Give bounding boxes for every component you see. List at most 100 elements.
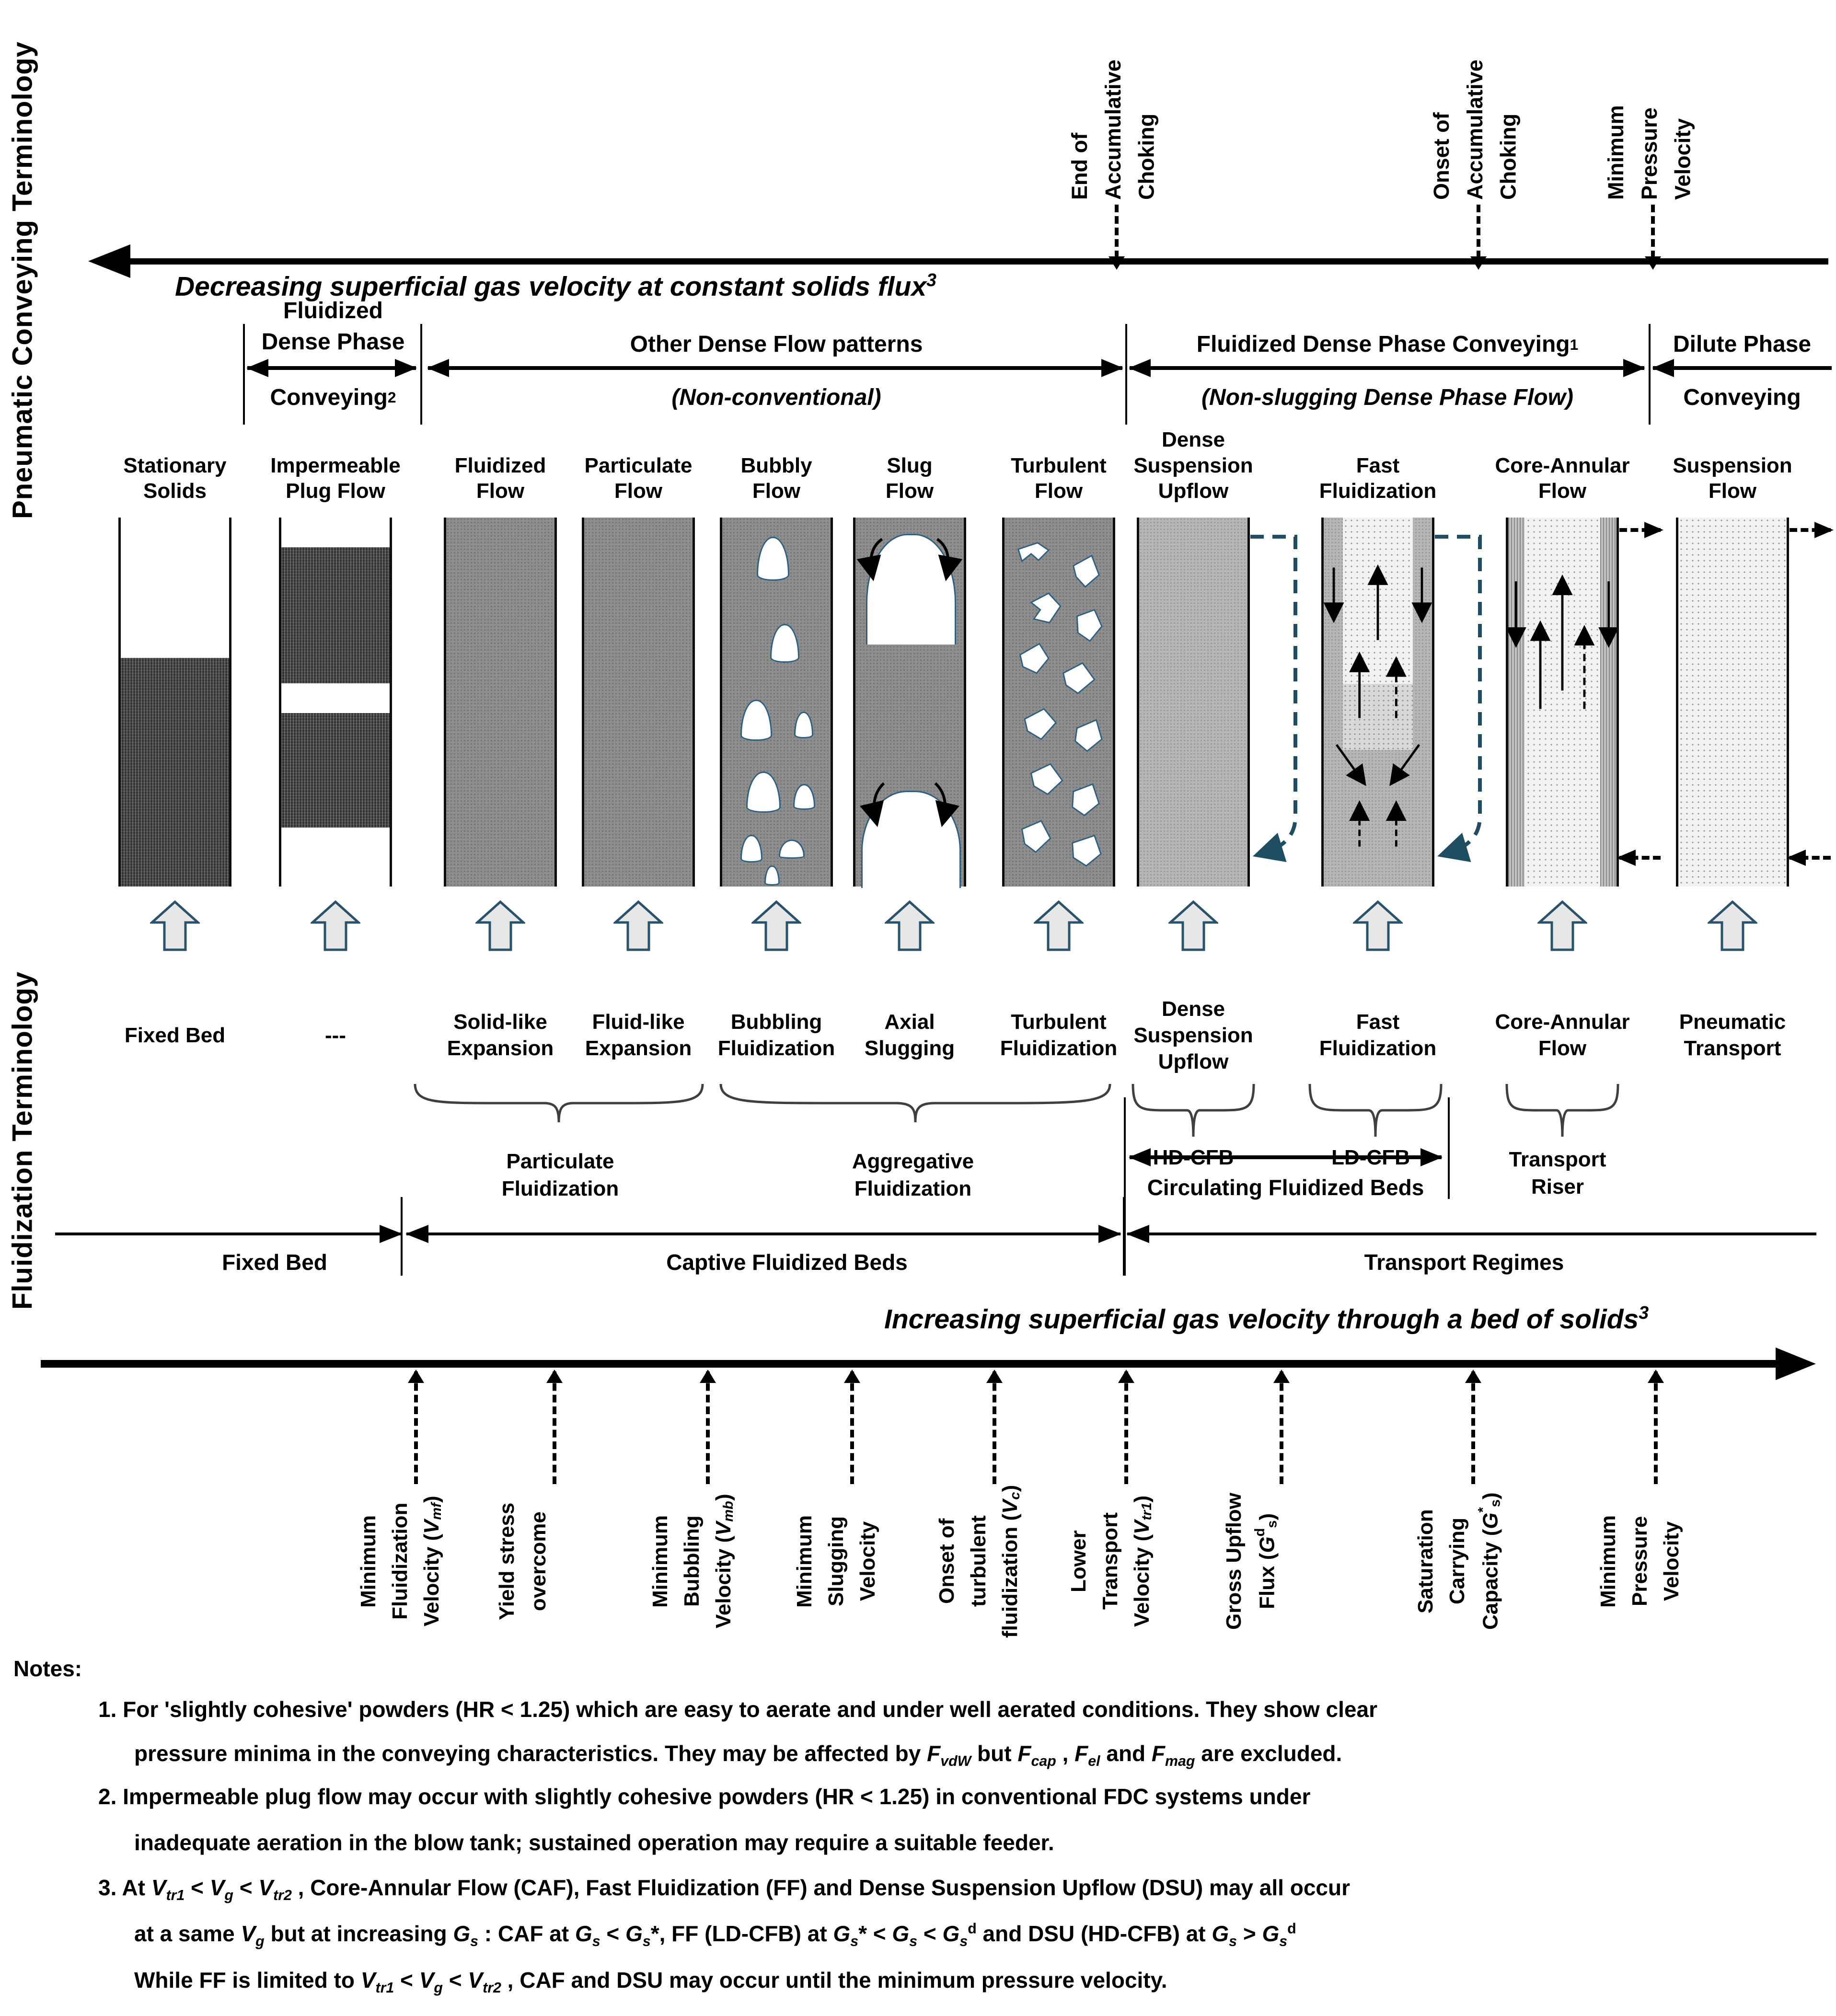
fluidization-label: Axial Slugging <box>864 1010 955 1060</box>
dashed-arrow-up-icon <box>1273 1370 1290 1484</box>
vessel-stationary-solids <box>118 518 231 887</box>
caf-annulus-left <box>1508 518 1524 887</box>
fast-fluidization-arrows-icon <box>1324 564 1432 847</box>
regime-segment-fixed-bed <box>55 1225 403 1243</box>
fast-core-denser <box>1343 683 1413 750</box>
gas-slug-icon <box>866 534 956 645</box>
vessel-fast-fluidization <box>1321 518 1482 887</box>
dashed-arrow-up-icon <box>844 1370 860 1484</box>
column-label: Stationary Solids <box>123 453 227 503</box>
gas-up-arrow-icon <box>1034 900 1084 951</box>
marker-label: Minimum Bubbling Velocity (Vmb) <box>648 1494 736 1629</box>
marker-label: Minimum Slugging Velocity <box>793 1515 879 1608</box>
brace-aggregative <box>719 1082 1112 1124</box>
recirculation-loop-icon <box>1435 535 1482 863</box>
marker-label: Gross Upflow Flux (Gds) <box>1222 1492 1280 1630</box>
column-fluidized-flow: Fluidized Flow Solid-like Expansion <box>444 422 557 1102</box>
marker-label: Minimum Pressure Velocity <box>1596 1515 1683 1608</box>
outflow-dashed-arrow-icon <box>1619 522 1663 538</box>
gas-up-arrow-icon <box>1168 900 1218 951</box>
decreasing-velocity-caption: Decreasing superficial gas velocity at c… <box>175 270 936 302</box>
fluidization-label: Core-Annular Flow <box>1495 1010 1630 1060</box>
group-divider <box>420 324 422 425</box>
cfb-range-arrow <box>1129 1148 1443 1166</box>
group-title-fdc1: Fluidized Dense Phase Conveying 1 <box>1196 331 1579 357</box>
group-divider <box>243 324 245 425</box>
gas-up-arrow-icon <box>1708 900 1757 951</box>
note-3-line-3: While FF is limited to Vtr1 < Vg < Vtr2 … <box>134 1968 1167 1996</box>
grouping-aggregative-fluidization: Aggregative Fluidization <box>852 1149 974 1200</box>
outflow-dashed-arrow-icon <box>1790 522 1834 538</box>
gas-up-arrow-icon <box>475 900 525 951</box>
vessel-bubbly-flow <box>720 518 833 887</box>
marker-label: Onset of turbulent fluidization (Vc) <box>935 1485 1023 1638</box>
column-stationary-solids: Stationary Solids Fixed Bed <box>118 422 231 1102</box>
regime-segment-transport <box>1126 1225 1816 1243</box>
fluidization-label: --- <box>325 1023 346 1047</box>
column-label: Fluidized Flow <box>454 453 546 503</box>
cfb-right-line <box>1448 1097 1450 1199</box>
note-2-line-1: 2. Impermeable plug flow may occur with … <box>98 1784 1311 1809</box>
group-arrow-other-dense <box>427 359 1123 377</box>
dashed-arrow-down-icon <box>1109 205 1125 270</box>
dashed-arrow-up-icon <box>546 1370 563 1484</box>
vessel-particulate-flow <box>582 518 695 887</box>
core-annular-arrows-icon <box>1508 574 1617 709</box>
dense-bed-fill <box>121 657 229 887</box>
marker-label: End of Accumulative Choking <box>1067 59 1159 200</box>
regime-segment-captive <box>405 1225 1121 1243</box>
dashed-arrow-down-icon <box>1645 205 1661 270</box>
group-subtitle-fdc2: Conveying 2 <box>270 384 396 410</box>
gas-up-arrow-icon <box>1537 900 1587 951</box>
notes-heading: Notes: <box>13 1656 82 1681</box>
group-divider <box>1649 324 1651 425</box>
marker-label: Onset of Accumulative Choking <box>1429 59 1521 200</box>
recirculation-loop-icon <box>1250 535 1297 863</box>
gas-up-arrow-icon <box>311 900 360 951</box>
gas-up-arrow-icon <box>1353 900 1403 951</box>
brace-ld-cfb <box>1308 1082 1443 1139</box>
slug-flow-arrows-icon <box>856 538 963 827</box>
column-label: Core-Annular Flow <box>1495 453 1630 503</box>
inflow-dashed-arrow-icon <box>1787 850 1831 866</box>
column-label: Slug Flow <box>885 453 934 503</box>
vessel-fluidized-flow <box>444 518 557 887</box>
plug-fill <box>281 713 390 828</box>
regime-label-captive: Captive Fluidized Beds <box>666 1250 908 1275</box>
axis-title-pneumatic-conveying: Pneumatic Conveying Terminology <box>7 41 38 519</box>
brace-particulate <box>413 1082 704 1124</box>
group-arrow-fdc1 <box>1129 359 1645 377</box>
fluidization-label: Fast Fluidization <box>1319 1010 1437 1060</box>
note-3-line-2: at a same Vg but at increasing Gs : CAF … <box>134 1921 1296 1950</box>
fluidization-label: Fluid-like Expansion <box>585 1010 692 1060</box>
column-label: Dense Suspension Upflow <box>1133 427 1253 503</box>
column-label: Impermeable Plug Flow <box>270 453 401 503</box>
fluidization-label: Turbulent Fluidization <box>1000 1010 1118 1060</box>
dashed-arrow-down-icon <box>1470 205 1487 270</box>
column-dense-suspension-upflow: Dense Suspension Upflow Dense Suspension Upf… <box>1133 422 1297 1102</box>
fluidized-fill <box>446 518 554 887</box>
brace-hd-cfb <box>1131 1082 1256 1139</box>
gas-up-arrow-icon <box>613 900 663 951</box>
group-subtitle-other-dense: (Non-conventional) <box>671 384 881 410</box>
vessel-suspension-flow <box>1676 518 1834 887</box>
group-subtitle-dilute: Conveying <box>1683 384 1801 410</box>
column-label: Particulate Flow <box>584 453 693 503</box>
marker-label: Lower Transport Velocity (Vtr1) <box>1067 1495 1155 1627</box>
column-label: Turbulent Flow <box>1011 453 1107 503</box>
column-label: Suspension Flow <box>1673 453 1792 503</box>
dashed-arrow-up-icon <box>408 1370 424 1484</box>
cfb-left-line <box>1124 1097 1126 1276</box>
caf-annulus-right <box>1600 518 1617 887</box>
increasing-velocity-arrow <box>41 1348 1816 1380</box>
note-1-line-1: 1. For 'slightly cohesive' powders (HR <… <box>98 1697 1377 1722</box>
fluidization-label: Pneumatic Transport <box>1679 1010 1786 1060</box>
column-suspension-flow: Suspension Flow Pneumatic Transport <box>1673 422 1834 1102</box>
vessel-impermeable-plug-flow <box>279 518 392 887</box>
gas-up-arrow-icon <box>150 900 200 951</box>
turbulent-voids-icon <box>1017 542 1103 867</box>
group-subtitle-fdc1: (Non-slugging Dense Phase Flow) <box>1201 384 1574 410</box>
vessel-dense-suspension-upflow <box>1137 518 1297 887</box>
gas-up-arrow-icon <box>885 900 935 951</box>
column-label: Bubbly Flow <box>740 453 812 503</box>
